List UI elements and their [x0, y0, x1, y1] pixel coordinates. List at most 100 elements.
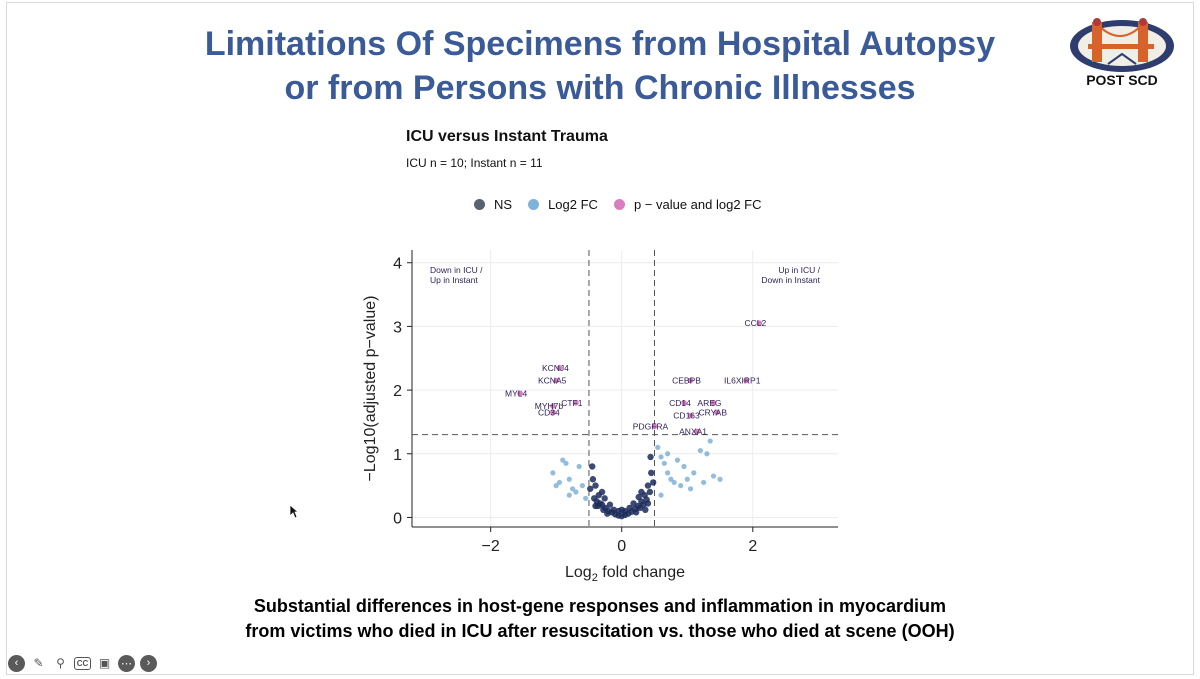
point-ns	[632, 509, 640, 516]
point-log2fc	[691, 470, 697, 476]
point-significant	[687, 412, 694, 419]
chart-subtitle: ICU n = 10; Instant n = 11	[406, 156, 543, 170]
point-ns	[600, 506, 607, 514]
legend-dot-p-and-fc	[613, 198, 625, 210]
point-log2fc	[566, 492, 572, 498]
point-log2fc	[707, 438, 713, 444]
point-significant	[573, 400, 579, 406]
point-ns	[646, 488, 654, 496]
point-significant	[550, 403, 556, 409]
point-significant	[553, 377, 559, 384]
point-log2fc	[678, 483, 684, 489]
point-log2fc	[674, 457, 681, 463]
point-ns	[644, 482, 652, 489]
point-significant	[681, 400, 687, 406]
point-log2fc	[701, 479, 707, 486]
gene-label: CD14	[669, 398, 691, 408]
point-log2fc	[655, 444, 661, 451]
point-log2fc	[573, 489, 579, 495]
gene-label: CD34	[538, 407, 560, 417]
point-log2fc	[687, 486, 694, 492]
chart-legend: NS Log2 FC p − value and log2 FC	[474, 194, 778, 214]
more-icon[interactable]: ⋯	[118, 654, 135, 672]
y-axis-label: −Log10(adjusted p−value)	[362, 296, 379, 482]
point-log2fc	[697, 447, 703, 454]
legend-label-ns: NS	[494, 196, 513, 212]
point-log2fc	[704, 451, 710, 457]
point-ns	[592, 502, 599, 510]
point-log2fc	[566, 476, 572, 482]
forward-icon[interactable]: ›	[140, 654, 157, 672]
point-ns	[618, 506, 625, 514]
point-ns	[635, 493, 642, 501]
point-significant	[713, 409, 720, 416]
point-log2fc	[658, 492, 664, 498]
legend-item-p-and-fc: p − value and log2 FC	[613, 196, 762, 212]
slide-caption: Substantial differences in host-gene res…	[100, 594, 1100, 644]
point-log2fc	[671, 479, 677, 486]
point-ns	[604, 510, 611, 517]
legend-dot-log2fc	[528, 198, 540, 210]
gene-label: KCNA5	[538, 376, 567, 386]
chart-title: ICU versus Instant Trauma	[406, 128, 608, 145]
point-ns	[626, 504, 633, 512]
point-log2fc	[553, 483, 559, 489]
point-log2fc	[681, 463, 687, 470]
back-icon[interactable]: ‹	[8, 654, 25, 672]
point-log2fc	[579, 483, 586, 489]
point-log2fc	[665, 451, 671, 457]
point-ns	[589, 463, 596, 470]
legend-item-log2fc: Log2 FC	[528, 197, 598, 212]
corner-label-right-2: Down in Instant	[761, 275, 820, 285]
point-ns	[642, 506, 649, 514]
cc-icon[interactable]: CC	[74, 656, 91, 670]
legend-dot-ns	[474, 198, 485, 210]
gene-label: AREG	[697, 398, 721, 408]
slide-title-line-2: or from Persons with Chronic Illnesses	[284, 69, 916, 107]
video-icon[interactable]: ▣	[98, 656, 111, 670]
slide-title: Limitations Of Specimens from Hospital A…	[90, 22, 1110, 110]
presentation-toolbar: ‹ ✎ ⚲ CC ▣ ⋯ ›	[8, 654, 162, 672]
point-significant	[756, 320, 763, 327]
legend-label-p-and-fc: p − value and log2 FC	[633, 196, 762, 212]
legend-item-ns: NS	[474, 197, 512, 212]
point-ns	[648, 469, 655, 477]
point-log2fc	[717, 476, 723, 482]
slide-title-line-1: Limitations Of Specimens from Hospital A…	[204, 25, 996, 63]
x-tick-label: −2	[482, 538, 500, 555]
point-significant	[687, 377, 694, 384]
point-log2fc	[661, 460, 667, 466]
corner-label-left-1: Down in ICU /	[430, 265, 483, 275]
point-log2fc	[583, 495, 589, 501]
point-significant	[651, 423, 658, 430]
gene-label: CCL2	[744, 318, 766, 328]
logo-text: POST SCD	[1086, 72, 1158, 88]
point-ns	[601, 495, 608, 502]
volcano-plot: 0 1 2 3 4 −2 0 2 Log2 fold change −Log10(adjusted…	[362, 250, 838, 584]
gene-label: CD163	[673, 411, 700, 421]
x-tick-label: 2	[748, 538, 757, 555]
gene-label: MYL4	[505, 388, 527, 398]
gene-label: KCNJ4	[542, 363, 569, 373]
point-ns	[630, 500, 637, 507]
y-tick-label: 4	[393, 256, 402, 273]
corner-label-left-2: Up in Instant	[430, 275, 478, 285]
point-log2fc	[668, 476, 674, 482]
point-log2fc	[710, 473, 717, 479]
point-log2fc	[563, 460, 569, 466]
y-tick-label: 0	[393, 510, 402, 527]
y-tick-label: 1	[393, 447, 402, 464]
gene-label: PDGFRA	[633, 421, 669, 431]
point-log2fc	[658, 454, 664, 460]
pen-icon[interactable]: ✎	[33, 656, 44, 670]
point-significant	[556, 365, 563, 371]
gene-label: CEBPB	[672, 376, 701, 386]
point-significant	[550, 409, 556, 416]
point-log2fc	[556, 479, 563, 486]
zoom-icon[interactable]: ⚲	[56, 656, 65, 670]
point-log2fc	[684, 476, 690, 482]
point-ns	[647, 453, 654, 461]
point-log2fc	[569, 486, 576, 492]
point-ns	[638, 488, 645, 496]
post-scd-logo: POST SCD	[1068, 14, 1176, 96]
